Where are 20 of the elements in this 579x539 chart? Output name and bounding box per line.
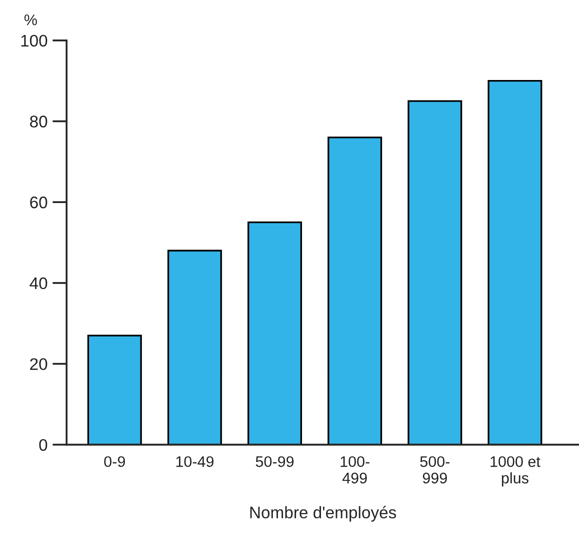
bar <box>328 136 382 445</box>
y-tick-label: 0 <box>39 439 48 451</box>
y-tick-label: 20 <box>30 358 48 370</box>
bar <box>488 80 542 445</box>
x-axis-title: Nombre d'employés <box>250 506 396 522</box>
y-tick-label: 40 <box>30 277 48 290</box>
x-tick-label: 500- 999 <box>420 456 450 484</box>
y-tick-label: 60 <box>30 196 48 208</box>
x-tick-label: 50-99 <box>256 456 294 468</box>
y-tick-label: 80 <box>30 116 48 128</box>
bar <box>247 222 302 445</box>
x-tick-label: 0-9 <box>104 456 125 468</box>
y-tick-label: 100 <box>21 34 48 47</box>
x-tick-label: 1000 et plus <box>490 456 540 486</box>
x-tick-label: 10-49 <box>176 456 214 468</box>
bar <box>408 100 462 445</box>
bar <box>87 334 142 445</box>
y-axis-title: % <box>24 14 37 26</box>
x-tick-label: 100- 499 <box>340 456 370 484</box>
bar <box>167 250 222 445</box>
